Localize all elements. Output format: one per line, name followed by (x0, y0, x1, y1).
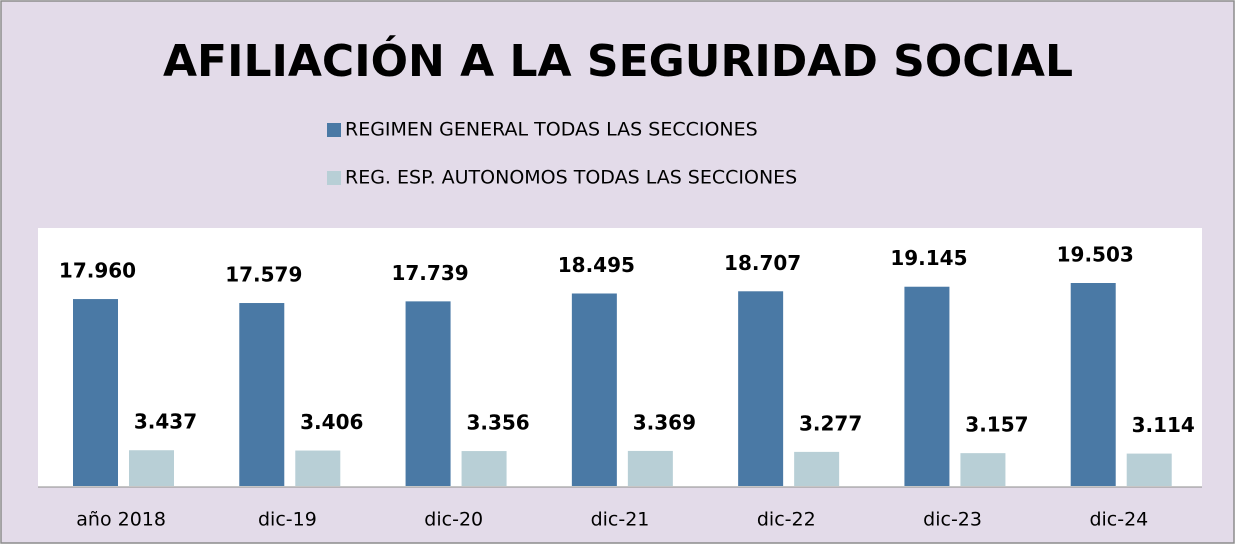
bar (960, 453, 1006, 486)
bar (904, 286, 950, 486)
data-label: 17.739 (391, 261, 468, 285)
data-label: 18.707 (724, 251, 801, 275)
bar (239, 303, 285, 486)
x-tick-label: dic-20 (424, 509, 483, 531)
data-label: 3.437 (134, 410, 197, 434)
bar (738, 291, 784, 486)
bar (461, 451, 507, 486)
data-label: 3.114 (1132, 413, 1195, 437)
x-tick-label: dic-22 (757, 509, 816, 531)
data-label: 17.579 (225, 263, 302, 287)
bar (1126, 453, 1172, 486)
bar (129, 450, 174, 486)
x-tick-label: dic-21 (591, 509, 650, 531)
data-label: 3.369 (633, 410, 696, 434)
x-tick-label: dic-24 (1089, 509, 1148, 531)
legend-label: REGIMEN GENERAL TODAS LAS SECCIONES (345, 119, 758, 141)
legend-label: REG. ESP. AUTONOMOS TODAS LAS SECCIONES (345, 167, 797, 189)
data-label: 3.277 (799, 411, 862, 435)
bar (405, 301, 451, 486)
data-label: 17.960 (59, 259, 136, 283)
legend-swatch (327, 123, 341, 137)
data-label: 3.406 (300, 410, 363, 434)
data-label: 3.157 (965, 413, 1028, 437)
data-label: 19.145 (890, 246, 967, 270)
x-tick-label: dic-23 (923, 509, 982, 531)
data-label: 18.495 (558, 253, 635, 277)
bar (794, 451, 840, 486)
legend-swatch (327, 171, 341, 185)
bar (571, 293, 617, 486)
x-tick-label: dic-19 (258, 509, 317, 531)
x-tick-label: año 2018 (76, 509, 166, 531)
data-label: 19.503 (1057, 243, 1134, 267)
bar (295, 450, 341, 486)
data-label: 3.356 (466, 411, 529, 435)
bar (627, 450, 673, 486)
bar (1070, 283, 1116, 486)
bar (73, 299, 118, 486)
chart-title: AFILIACIÓN A LA SEGURIDAD SOCIAL (163, 34, 1073, 87)
plot-area (38, 228, 1202, 487)
